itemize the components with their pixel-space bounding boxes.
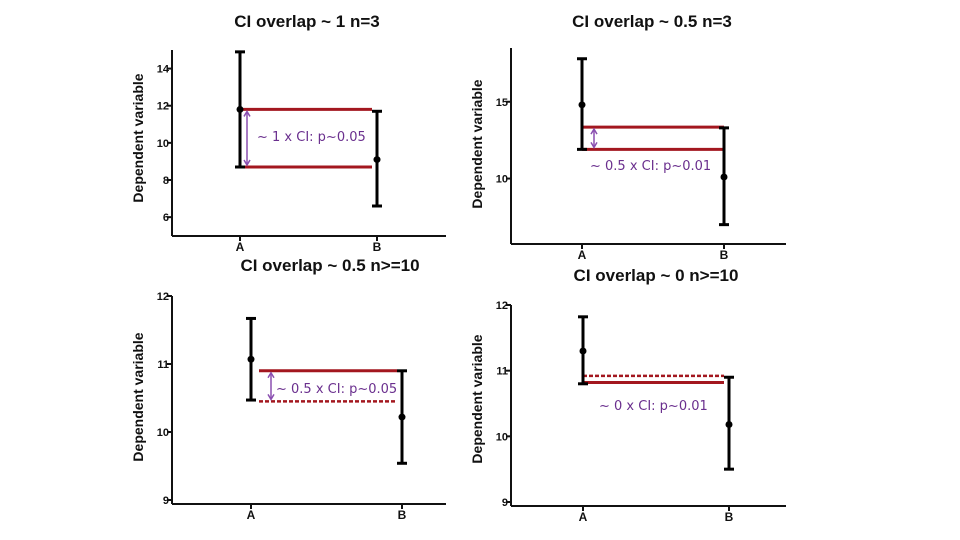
x-tick-label: B xyxy=(373,240,382,254)
y-tick-label: 12 xyxy=(496,300,508,312)
mean-point xyxy=(578,101,586,109)
mean-point xyxy=(579,347,587,355)
x-tick-label: B xyxy=(720,248,729,262)
x-tick-label: B xyxy=(398,508,407,522)
overlap-arrow-head-top xyxy=(243,109,251,117)
y-tick-label: 6 xyxy=(163,212,169,224)
y-tick-label: 10 xyxy=(157,427,169,439)
panel-ci-overlap-1: CI overlap ~ 1 n=3 Dependent variable 6 8… xyxy=(130,12,446,254)
overlap-arrow-head-bottom xyxy=(590,141,598,149)
overlap-annotation: ~ 0 x CI: p~0.01 xyxy=(599,399,708,414)
x-tick-label: A xyxy=(579,510,588,524)
y-axis-label: Dependent variable xyxy=(130,332,146,461)
overlap-arrow-head-top xyxy=(267,371,275,379)
x-tick-label: A xyxy=(247,508,256,522)
mean-point xyxy=(373,156,381,164)
overlap-annotation: ~ 0.5 x CI: p~0.01 xyxy=(590,159,711,174)
y-tick-label: 10 xyxy=(157,138,169,150)
y-tick-label: 8 xyxy=(163,175,169,187)
mean-point xyxy=(236,105,244,113)
panel-ci-overlap-0.5-n10: CI overlap ~ 0.5 n>=10 Dependent variabl… xyxy=(130,256,446,522)
chart-title: CI overlap ~ 0 n>=10 xyxy=(574,266,739,285)
y-axis-label: Dependent variable xyxy=(469,334,485,463)
y-tick-label: 14 xyxy=(157,64,170,76)
y-tick-label: 9 xyxy=(163,495,169,507)
y-tick-label: 11 xyxy=(496,366,508,378)
chart-title: CI overlap ~ 0.5 n>=10 xyxy=(240,256,419,275)
overlap-arrow-head-bottom xyxy=(267,394,275,401)
panel-ci-overlap-0-n10: CI overlap ~ 0 n>=10 Dependent variable … xyxy=(469,266,786,524)
mean-point xyxy=(720,173,728,181)
panel-ci-overlap-0.5-n3: CI overlap ~ 0.5 n=3 Dependent variable … xyxy=(469,12,786,262)
mean-point xyxy=(725,421,733,429)
y-tick-label: 10 xyxy=(496,431,508,443)
overlap-arrow-head-bottom xyxy=(243,159,251,167)
y-tick-label: 11 xyxy=(157,359,169,371)
y-tick-label: 9 xyxy=(502,497,508,509)
overlap-arrow-head-top xyxy=(590,127,598,135)
chart-title: CI overlap ~ 0.5 n=3 xyxy=(572,12,732,31)
mean-point xyxy=(247,355,255,363)
y-axis-label: Dependent variable xyxy=(130,73,146,202)
chart-title: CI overlap ~ 1 n=3 xyxy=(234,12,380,31)
overlap-annotation: ~ 1 x CI: p~0.05 xyxy=(257,130,366,145)
x-tick-label: A xyxy=(578,248,587,262)
x-tick-label: A xyxy=(236,240,245,254)
y-tick-label: 15 xyxy=(496,97,508,109)
y-tick-label: 12 xyxy=(157,101,169,113)
y-tick-label: 10 xyxy=(496,174,508,186)
mean-point xyxy=(398,413,406,421)
overlap-annotation: ~ 0.5 x CI: p~0.05 xyxy=(276,382,397,397)
y-axis-label: Dependent variable xyxy=(469,79,485,208)
y-tick-label: 12 xyxy=(157,291,169,303)
x-tick-label: B xyxy=(725,510,734,524)
